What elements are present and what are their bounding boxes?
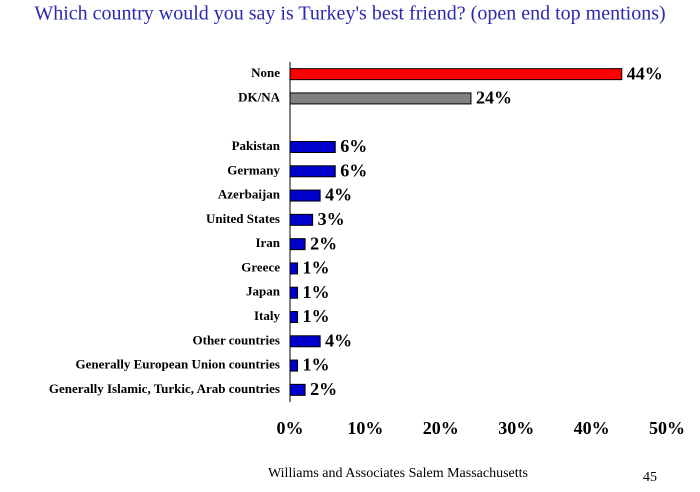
bar	[289, 262, 299, 275]
y-tick-label: None	[251, 65, 280, 80]
value-label: 3%	[318, 209, 345, 229]
value-label: 4%	[325, 185, 352, 205]
x-tick-label: 50%	[649, 418, 685, 438]
bar	[289, 92, 472, 105]
bar	[289, 141, 336, 153]
y-tick-label: DK/NA	[238, 89, 281, 104]
bar	[289, 311, 299, 323]
x-tick-label: 30%	[498, 418, 534, 438]
y-tick-label: Greece	[241, 259, 280, 274]
value-label: 1%	[303, 306, 330, 326]
bar	[289, 213, 314, 226]
x-tick-label: 0%	[277, 418, 304, 438]
bar	[289, 189, 321, 202]
bar	[289, 335, 321, 348]
value-label: 1%	[303, 258, 330, 278]
bar	[289, 238, 306, 251]
value-label: 6%	[340, 160, 367, 180]
y-tick-label: Japan	[246, 284, 281, 299]
y-tick-label: Germany	[227, 162, 280, 177]
x-tick-label: 10%	[347, 418, 383, 438]
chart-title: Which country would you say is Turkey's …	[34, 3, 665, 25]
bar	[289, 165, 336, 178]
page-number: 45	[643, 470, 657, 485]
footer: Williams and Associates Salem Massachuse…	[268, 466, 528, 481]
bar	[289, 383, 306, 396]
value-label: 2%	[310, 233, 337, 253]
bar	[289, 359, 299, 372]
value-label: 4%	[325, 330, 352, 350]
y-tick-label: Azerbaijan	[218, 187, 281, 202]
y-tick-label: Generally European Union countries	[75, 357, 280, 372]
y-tick-label: Iran	[255, 235, 280, 250]
value-label: 6%	[340, 136, 367, 156]
x-tick-label: 40%	[574, 418, 610, 438]
y-tick-label: United States	[206, 211, 280, 226]
value-label: 1%	[303, 282, 330, 302]
value-label: 24%	[476, 88, 512, 108]
x-tick-label: 20%	[423, 418, 459, 438]
y-tick-label: Pakistan	[232, 138, 281, 153]
y-tick-label: Generally Islamic, Turkic, Arab countrie…	[49, 381, 280, 396]
y-tick-label: Other countries	[193, 332, 281, 347]
y-tick-label: Italy	[254, 308, 281, 323]
bar	[289, 68, 623, 81]
value-label: 1%	[303, 355, 330, 375]
value-label: 44%	[627, 63, 663, 83]
bar	[289, 286, 299, 299]
value-label: 2%	[310, 379, 337, 399]
